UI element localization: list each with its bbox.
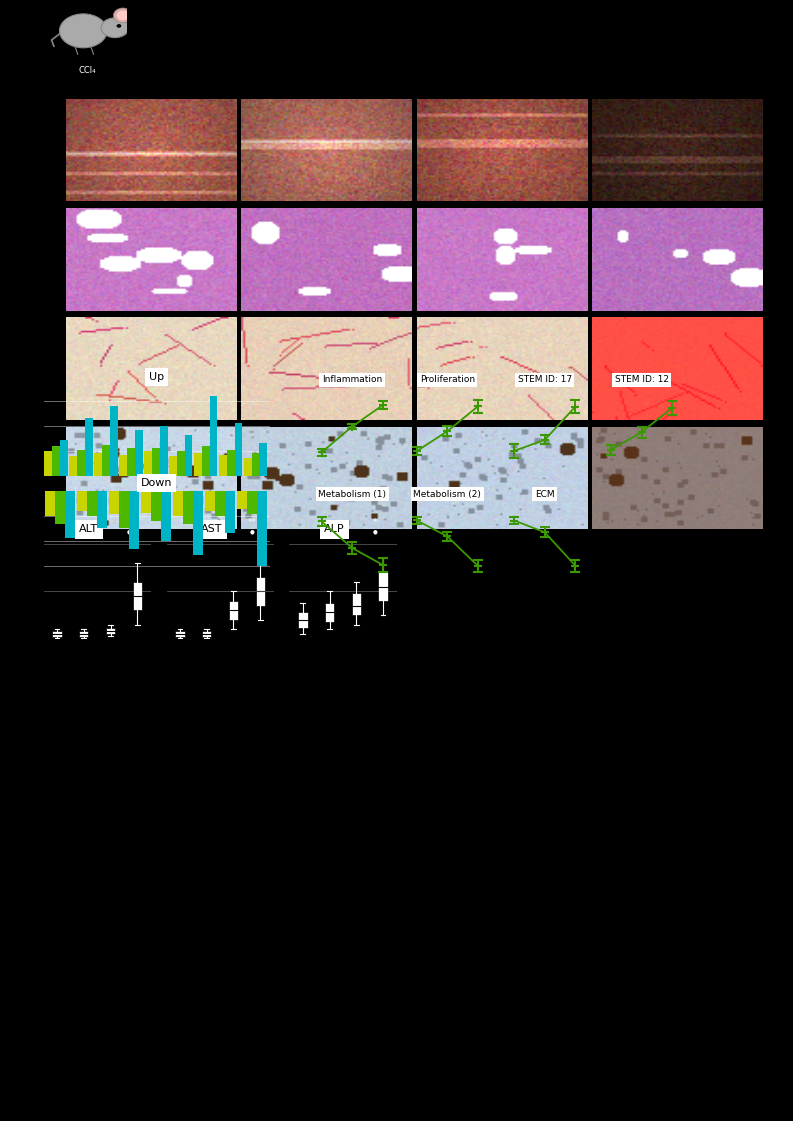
Text: ●: ● bbox=[250, 529, 255, 534]
Circle shape bbox=[113, 8, 132, 22]
Bar bbox=[110, 406, 117, 476]
Bar bbox=[247, 491, 257, 515]
Bar bbox=[351, 593, 361, 615]
Bar bbox=[193, 491, 203, 555]
Bar bbox=[224, 491, 235, 532]
Bar bbox=[161, 491, 170, 541]
Text: CCl₄: CCl₄ bbox=[79, 66, 96, 75]
Bar bbox=[128, 491, 139, 549]
Bar bbox=[259, 443, 267, 476]
Bar bbox=[194, 453, 201, 476]
Bar bbox=[144, 452, 152, 476]
Bar bbox=[202, 631, 212, 637]
Bar bbox=[244, 458, 251, 476]
Text: *: * bbox=[373, 518, 377, 527]
Circle shape bbox=[117, 24, 121, 28]
Ellipse shape bbox=[102, 18, 128, 38]
Bar bbox=[209, 396, 217, 476]
Bar bbox=[97, 491, 106, 528]
Bar bbox=[77, 491, 86, 511]
Text: Up: Up bbox=[149, 372, 164, 382]
Bar bbox=[85, 418, 93, 476]
Bar bbox=[255, 577, 265, 605]
Bar bbox=[69, 456, 77, 476]
Bar bbox=[182, 491, 193, 525]
Text: **: ** bbox=[248, 518, 256, 527]
Bar bbox=[201, 446, 209, 476]
Bar bbox=[55, 491, 64, 525]
Bar bbox=[251, 453, 259, 476]
Bar bbox=[235, 423, 243, 476]
Bar bbox=[378, 572, 388, 601]
Text: AST: AST bbox=[201, 525, 222, 534]
Bar bbox=[86, 491, 97, 516]
Text: ●: ● bbox=[373, 529, 377, 534]
Bar bbox=[94, 453, 102, 476]
Bar bbox=[140, 491, 151, 512]
Bar bbox=[298, 612, 308, 628]
Bar bbox=[52, 631, 62, 637]
Bar bbox=[135, 429, 143, 476]
Bar bbox=[228, 601, 238, 620]
Text: Metabolism (2): Metabolism (2) bbox=[413, 490, 481, 499]
Bar bbox=[151, 491, 161, 521]
Text: ALT: ALT bbox=[79, 525, 98, 534]
Text: **: ** bbox=[125, 518, 133, 527]
Bar bbox=[175, 631, 185, 637]
Bar bbox=[169, 456, 177, 476]
Bar bbox=[215, 491, 224, 516]
Text: Down: Down bbox=[141, 479, 172, 489]
Bar bbox=[159, 426, 167, 476]
Bar bbox=[227, 450, 235, 476]
Text: Metabolism (1): Metabolism (1) bbox=[318, 490, 386, 499]
Bar bbox=[152, 448, 159, 476]
Bar bbox=[119, 455, 127, 476]
Bar bbox=[205, 491, 215, 511]
Ellipse shape bbox=[59, 13, 107, 48]
Bar bbox=[109, 491, 119, 515]
Bar bbox=[105, 628, 115, 634]
Bar bbox=[52, 446, 60, 476]
Text: STEM ID: 12: STEM ID: 12 bbox=[615, 376, 668, 385]
Bar bbox=[44, 452, 52, 476]
Bar bbox=[127, 448, 135, 476]
Bar bbox=[132, 582, 142, 610]
Text: ECM: ECM bbox=[535, 490, 554, 499]
Bar bbox=[44, 491, 55, 516]
Bar bbox=[102, 445, 110, 476]
Bar bbox=[60, 439, 67, 476]
Bar bbox=[219, 455, 227, 476]
Bar bbox=[173, 491, 182, 516]
Bar bbox=[177, 452, 185, 476]
Text: ALP: ALP bbox=[324, 525, 345, 534]
Text: ●: ● bbox=[127, 529, 132, 534]
Bar bbox=[185, 435, 193, 476]
Bar bbox=[257, 491, 266, 566]
Bar bbox=[77, 450, 85, 476]
Bar bbox=[236, 491, 247, 509]
Text: STEM ID: 17: STEM ID: 17 bbox=[518, 376, 572, 385]
Bar bbox=[119, 491, 128, 528]
Bar bbox=[64, 491, 75, 538]
Text: Proliferation: Proliferation bbox=[419, 376, 475, 385]
Text: Inflammation: Inflammation bbox=[322, 376, 382, 385]
Bar bbox=[325, 603, 335, 622]
Circle shape bbox=[117, 10, 129, 20]
Bar bbox=[79, 631, 89, 637]
